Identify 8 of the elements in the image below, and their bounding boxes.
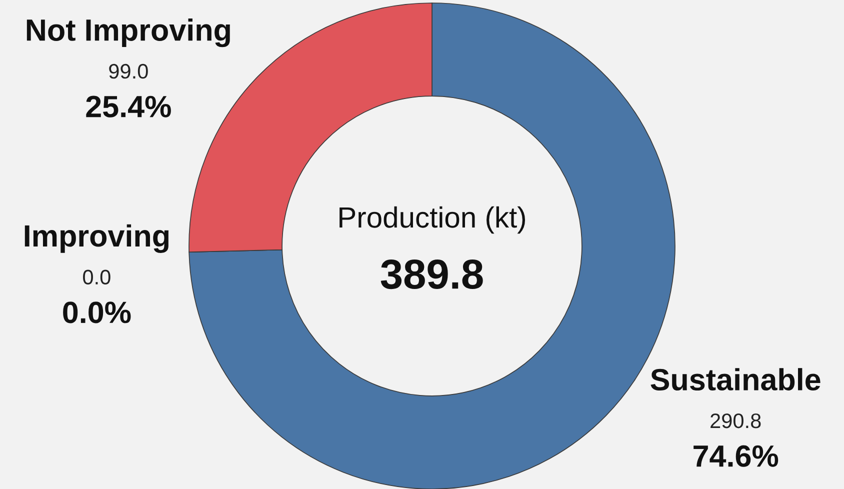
- text: Production (kt): [340, 206, 526, 234]
- slice-label: Not Improving: [26, 18, 230, 48]
- data-label: 99.0 25.4%: [86, 64, 171, 118]
- data-label: 290.8 74.6%: [694, 413, 778, 467]
- text: 389.8: [380, 260, 483, 290]
- slice-label: Sustainable: [650, 368, 820, 391]
- legend-label: Improving: [24, 224, 168, 253]
- text: 0.0 0.0%: [63, 270, 131, 324]
